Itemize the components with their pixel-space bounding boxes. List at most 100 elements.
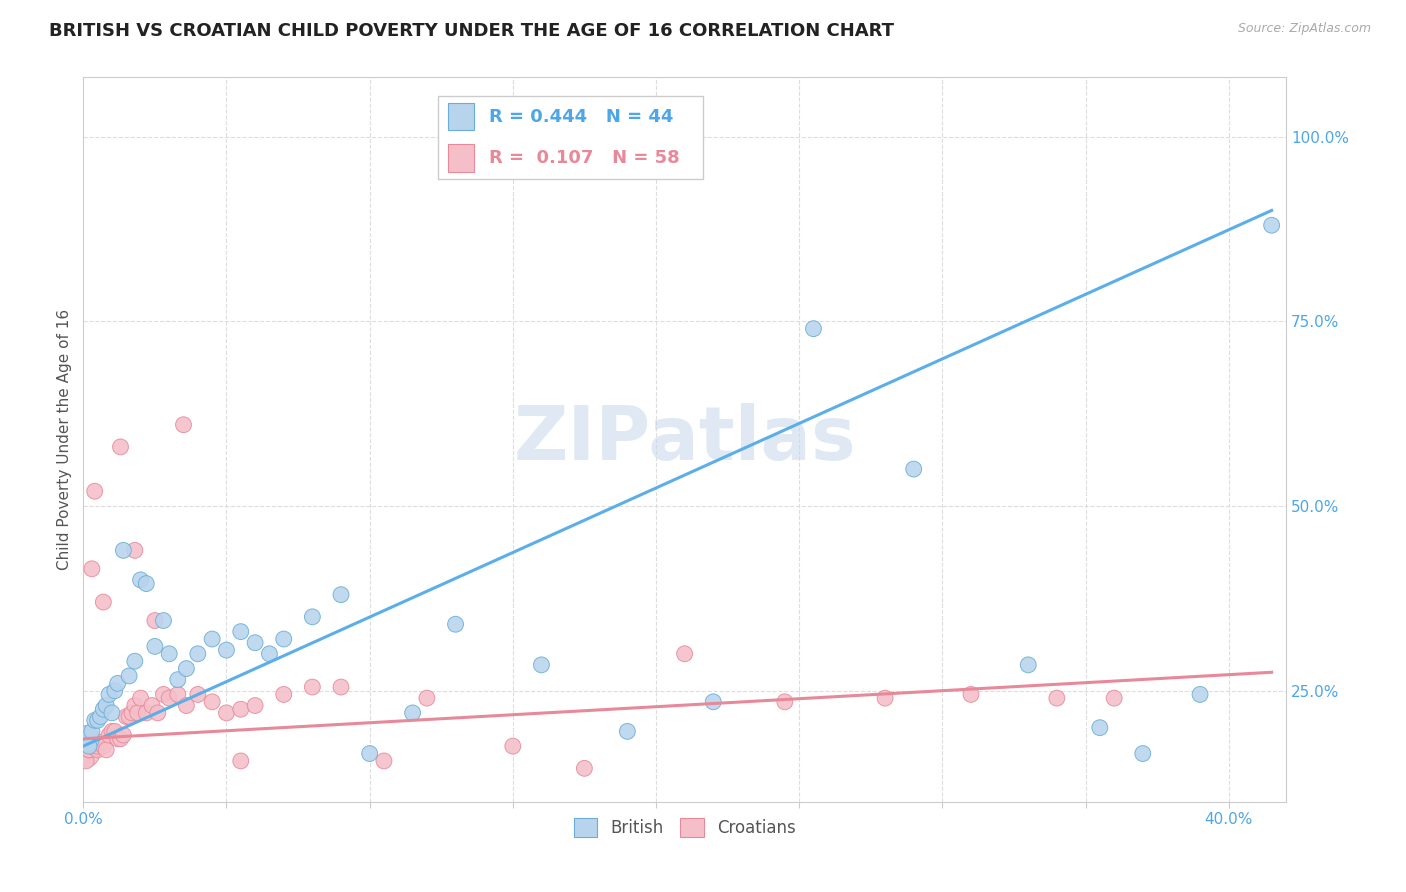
Point — [1088, 721, 1111, 735]
Point — [135, 576, 157, 591]
Point — [960, 688, 983, 702]
Point — [444, 617, 467, 632]
Point — [143, 614, 166, 628]
Point — [330, 680, 353, 694]
Point — [83, 735, 105, 749]
Point — [112, 728, 135, 742]
Point — [104, 724, 127, 739]
Point — [273, 632, 295, 646]
Point — [91, 595, 114, 609]
Point — [91, 702, 114, 716]
Point — [215, 706, 238, 720]
Point — [157, 691, 180, 706]
Point — [80, 562, 103, 576]
Point — [574, 761, 596, 775]
Point — [96, 743, 118, 757]
Point — [873, 691, 896, 706]
Point — [129, 573, 152, 587]
Point — [77, 739, 100, 753]
Point — [301, 610, 323, 624]
Point — [215, 643, 238, 657]
FancyBboxPatch shape — [447, 145, 474, 171]
Point — [143, 640, 166, 654]
Point — [121, 706, 143, 720]
Point — [104, 683, 127, 698]
Point — [187, 688, 209, 702]
Point — [259, 647, 281, 661]
Point — [83, 739, 105, 753]
Point — [166, 673, 188, 687]
Point — [86, 714, 108, 728]
Text: Source: ZipAtlas.com: Source: ZipAtlas.com — [1237, 22, 1371, 36]
Point — [124, 698, 146, 713]
Point — [166, 688, 188, 702]
Point — [616, 724, 638, 739]
Point — [101, 724, 124, 739]
Point — [118, 709, 141, 723]
Point — [176, 698, 198, 713]
FancyBboxPatch shape — [447, 103, 474, 130]
Text: ZIPatlas: ZIPatlas — [513, 403, 856, 476]
Point — [673, 647, 696, 661]
FancyBboxPatch shape — [439, 95, 703, 178]
Point — [110, 440, 132, 454]
Point — [91, 739, 114, 753]
Point — [146, 706, 169, 720]
Point — [301, 680, 323, 694]
Point — [152, 614, 174, 628]
Point — [157, 647, 180, 661]
Point — [135, 706, 157, 720]
Point — [98, 728, 121, 742]
Point — [107, 676, 129, 690]
Point — [243, 698, 266, 713]
Point — [702, 695, 724, 709]
Text: R =  0.107   N = 58: R = 0.107 N = 58 — [489, 149, 679, 167]
Point — [243, 636, 266, 650]
Point — [176, 662, 198, 676]
Text: BRITISH VS CROATIAN CHILD POVERTY UNDER THE AGE OF 16 CORRELATION CHART: BRITISH VS CROATIAN CHILD POVERTY UNDER … — [49, 22, 894, 40]
Point — [77, 743, 100, 757]
Point — [229, 754, 252, 768]
Point — [141, 698, 163, 713]
Point — [1017, 657, 1039, 672]
Point — [115, 709, 138, 723]
Point — [98, 688, 121, 702]
Point — [80, 724, 103, 739]
Point — [187, 647, 209, 661]
Point — [124, 654, 146, 668]
Point — [903, 462, 925, 476]
Point — [152, 688, 174, 702]
Point — [86, 743, 108, 757]
Point — [803, 321, 825, 335]
Point — [80, 739, 103, 753]
Point — [1102, 691, 1125, 706]
Point — [110, 731, 132, 746]
Point — [1046, 691, 1069, 706]
Point — [373, 754, 395, 768]
Point — [330, 588, 353, 602]
Point — [530, 657, 553, 672]
Point — [75, 754, 97, 768]
Point — [773, 695, 796, 709]
Point — [96, 698, 118, 713]
Point — [86, 739, 108, 753]
Legend: British, Croatians: British, Croatians — [567, 812, 803, 844]
Point — [75, 731, 97, 746]
Point — [118, 669, 141, 683]
Point — [101, 706, 124, 720]
Point — [127, 706, 149, 720]
Point — [229, 624, 252, 639]
Point — [80, 739, 103, 753]
Point — [83, 714, 105, 728]
Point — [112, 543, 135, 558]
Point — [401, 706, 423, 720]
Point — [75, 747, 97, 761]
Point — [173, 417, 195, 432]
Point — [107, 731, 129, 746]
Point — [201, 632, 224, 646]
Point — [359, 747, 381, 761]
Point — [89, 735, 111, 749]
Point — [502, 739, 524, 753]
Point — [229, 702, 252, 716]
Text: R = 0.444   N = 44: R = 0.444 N = 44 — [489, 108, 673, 126]
